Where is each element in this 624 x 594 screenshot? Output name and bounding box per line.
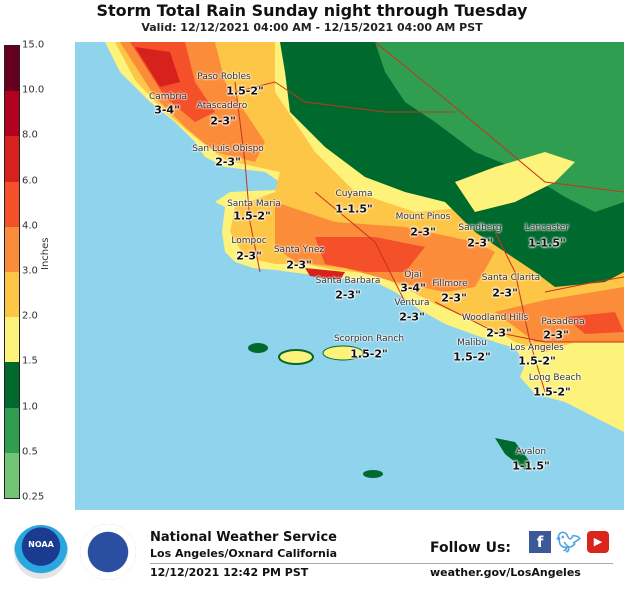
city-label: Lancaster (524, 223, 570, 233)
rain-amount-label: 2-3" (335, 288, 361, 302)
color-bar-band (5, 362, 19, 408)
legend-tick-label: 1.0 (22, 401, 38, 413)
rain-amount-label: 2-3" (467, 236, 493, 250)
city-label: San Luis Obispo (192, 144, 264, 154)
facebook-icon[interactable]: f (529, 531, 551, 553)
issued-time: 12/12/2021 12:42 PM PST (150, 566, 309, 579)
rain-amount-label: 2-3" (441, 291, 467, 305)
city-label: Long Beach (528, 373, 582, 383)
city-label: Paso Robles (197, 72, 251, 82)
city-label: Pasadena (541, 317, 585, 327)
footer: NOAA National Weather Service Los Angele… (0, 512, 624, 594)
rain-amount-label: 2-3" (399, 310, 425, 324)
city-label: Ojai (404, 270, 422, 280)
legend-tick-label: 3.0 (22, 265, 38, 277)
road-and-county-lines (234, 42, 624, 393)
city-label: Santa Barbara (315, 276, 381, 286)
rain-amount-label: 1-1.5" (528, 236, 566, 250)
rain-amount-label: 1.5-2" (226, 84, 264, 98)
color-bar-band (5, 407, 19, 453)
color-bar-band (5, 272, 19, 318)
city-label: Scorpion Ranch (333, 334, 405, 344)
rain-amount-label: 2-3" (543, 328, 569, 342)
color-bar-band (5, 136, 19, 182)
rain-amount-label: 2-3" (486, 326, 512, 340)
legend-tick-label: 1.5 (22, 355, 38, 367)
city-label: Cuyama (335, 189, 373, 199)
city-label: Santa Clarita (481, 273, 541, 283)
city-label: Malibu (457, 338, 487, 348)
rain-amount-label: 1-1.5" (335, 202, 373, 216)
rain-amount-label: 1-1.5" (512, 459, 550, 473)
city-label: Los Angeles (510, 343, 564, 353)
city-label: Mount Pinos (395, 212, 451, 222)
rain-amount-label: 1.5-2" (533, 385, 571, 399)
office-name: Los Angeles/Oxnard California (150, 547, 338, 560)
rain-amount-label: 2-3" (286, 258, 312, 272)
noaa-logo-text: NOAA (28, 540, 54, 549)
legend-tick-label: 6.0 (22, 175, 38, 187)
rain-amount-label: 1.5-2" (453, 350, 491, 364)
color-bar-band (5, 317, 19, 363)
map-graphic (75, 42, 624, 510)
band-6-8 (135, 47, 345, 280)
color-bar-legend (4, 45, 20, 499)
channel-islands (248, 343, 530, 478)
rain-amount-label: 2-3" (236, 249, 262, 263)
legend-tick-label: 4.0 (22, 220, 38, 232)
color-bar-band (5, 91, 19, 137)
legend-tick-label: 0.5 (22, 446, 38, 458)
youtube-icon[interactable]: ▶ (587, 531, 609, 553)
legend-tick-label: 2.0 (22, 310, 38, 322)
rain-amount-label: 1.5-2" (350, 347, 388, 361)
rain-amount-label: 2-3" (215, 155, 241, 169)
twitter-icon[interactable]: 🐦︎ (556, 530, 582, 554)
rainfall-map: Paso Robles 1.5-2" Cambria 3-4" Atascadero 2-… (75, 42, 624, 510)
city-label: Santa Maria (227, 199, 281, 209)
legend-unit: Inches (40, 237, 51, 271)
legend-tick-label: 10.0 (22, 84, 45, 96)
website-link[interactable]: weather.gov/LosAngeles (430, 566, 581, 579)
rain-amount-label: 2-3" (210, 114, 236, 128)
legend-tick-label: 8.0 (22, 129, 38, 141)
color-bar-band (5, 226, 19, 273)
city-label: Fillmore (432, 279, 468, 289)
valid-period: Valid: 12/12/2021 04:00 AM - 12/15/2021 … (141, 21, 483, 34)
city-label: Sandberg (458, 223, 502, 233)
city-label: Avalon (515, 447, 547, 457)
city-label: Ventura (394, 298, 430, 308)
color-bar-band (5, 181, 19, 227)
city-label: Cambria (149, 92, 187, 102)
band-4-6 (130, 42, 624, 334)
city-label: Woodland Hills (461, 313, 529, 323)
rain-amount-label: 3-4" (154, 103, 180, 117)
city-label: Santa Ynez (273, 245, 325, 255)
rain-amount-label: 3-4" (400, 281, 426, 295)
org-name: National Weather Service (150, 530, 337, 545)
rain-amount-label: 2-3" (410, 225, 436, 239)
follow-us-label: Follow Us: (430, 540, 511, 556)
rain-amount-label: 1.5-2" (233, 209, 271, 223)
city-label: Lompoc (231, 236, 267, 246)
divider (150, 563, 613, 564)
noaa-logo: NOAA (14, 525, 68, 579)
band-3-4 (120, 42, 624, 342)
color-bar-band (5, 46, 19, 92)
legend-tick-label: 15.0 (22, 39, 45, 51)
color-bar-band (5, 452, 19, 499)
rain-amount-label: 2-3" (492, 286, 518, 300)
legend-tick-label: 0.25 (22, 491, 45, 503)
map-title: Storm Total Rain Sunday night through Tu… (96, 1, 528, 20)
city-label: Atascadero (196, 101, 248, 111)
rain-amount-label: 1.5-2" (518, 354, 556, 368)
band-1.5-2-ridge (455, 152, 575, 212)
nws-logo (80, 524, 136, 580)
